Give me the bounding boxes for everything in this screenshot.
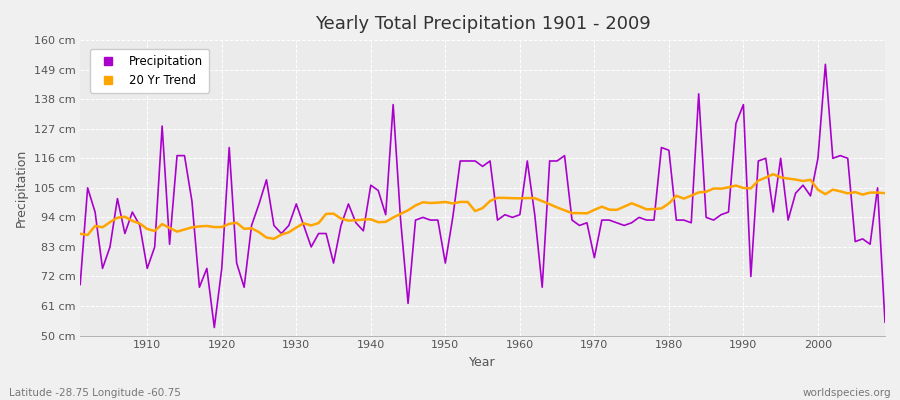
- Title: Yearly Total Precipitation 1901 - 2009: Yearly Total Precipitation 1901 - 2009: [315, 15, 651, 33]
- Y-axis label: Precipitation: Precipitation: [15, 149, 28, 227]
- Legend: Precipitation, 20 Yr Trend: Precipitation, 20 Yr Trend: [90, 49, 209, 93]
- Text: worldspecies.org: worldspecies.org: [803, 388, 891, 398]
- X-axis label: Year: Year: [469, 356, 496, 369]
- Text: Latitude -28.75 Longitude -60.75: Latitude -28.75 Longitude -60.75: [9, 388, 181, 398]
